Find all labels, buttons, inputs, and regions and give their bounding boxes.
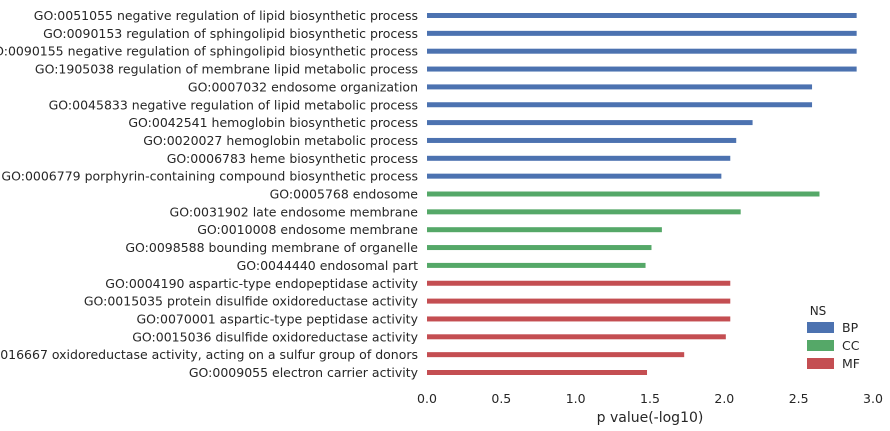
category-label: GO:0006779 porphyrin-containing compound… bbox=[1, 169, 418, 184]
bar-bp bbox=[427, 66, 857, 72]
bar-mf bbox=[427, 316, 731, 322]
category-label: GO:0009055 electron carrier activity bbox=[189, 365, 419, 380]
category-label: GO:0006783 heme biosynthetic process bbox=[167, 151, 418, 166]
category-label: GO:0044440 endosomal part bbox=[237, 258, 419, 273]
bar-cc bbox=[427, 227, 662, 233]
bar-mf bbox=[427, 280, 731, 286]
category-label: GO:0020027 hemoglobin metabolic process bbox=[143, 133, 418, 148]
legend-title: NS bbox=[810, 304, 827, 318]
category-label: GO:0098588 bounding membrane of organell… bbox=[125, 240, 418, 255]
bar-mf bbox=[427, 334, 726, 340]
category-label: GO:0090153 regulation of sphingolipid bi… bbox=[43, 26, 418, 41]
category-label: GO:0004190 aspartic-type endopeptidase a… bbox=[105, 276, 418, 291]
category-label: GO:0051055 negative regulation of lipid … bbox=[34, 8, 418, 23]
category-label: GO:0007032 endosome organization bbox=[188, 79, 418, 94]
legend-items: BP CC MF bbox=[807, 320, 860, 371]
bar-bp bbox=[427, 48, 857, 54]
bar-bp bbox=[427, 102, 813, 108]
category-labels: GO:0051055 negative regulation of lipid … bbox=[0, 8, 419, 380]
category-label: GO:0031902 late endosome membrane bbox=[170, 204, 419, 219]
category-label: GO:1905038 regulation of membrane lipid … bbox=[35, 62, 418, 77]
x-tick-label: 2.5 bbox=[789, 391, 809, 406]
category-label: GO:0042541 hemoglobin biosynthetic proce… bbox=[128, 115, 418, 130]
legend-swatch-bp bbox=[807, 322, 834, 333]
x-tick-label: 3.0 bbox=[863, 391, 883, 406]
bar-cc bbox=[427, 245, 652, 251]
bar-bp bbox=[427, 30, 857, 36]
x-tick-label: 1.0 bbox=[566, 391, 586, 406]
x-axis-ticks: 0.0 0.5 1.0 1.5 2.0 2.5 3.0 bbox=[417, 391, 883, 406]
legend-label: CC bbox=[842, 338, 860, 353]
bar-cc bbox=[427, 191, 820, 197]
bar-bp bbox=[427, 173, 722, 179]
x-tick-label: 0.5 bbox=[491, 391, 511, 406]
legend-swatch-cc bbox=[807, 340, 834, 351]
x-tick-label: 2.0 bbox=[714, 391, 734, 406]
legend: NS BP CC MF bbox=[807, 304, 860, 371]
bars-group bbox=[427, 13, 857, 375]
legend-swatch-mf bbox=[807, 358, 834, 369]
category-label: GO:0045833 negative regulation of lipid … bbox=[49, 97, 418, 112]
bar-bp bbox=[427, 13, 857, 18]
bar-bp bbox=[427, 84, 813, 90]
bar-bp bbox=[427, 137, 737, 143]
category-label: GO:0015036 disulfide oxidoreductase acti… bbox=[132, 329, 418, 344]
bar-cc bbox=[427, 209, 741, 215]
category-label: GO:0010008 endosome membrane bbox=[197, 222, 418, 237]
legend-label: MF bbox=[842, 356, 860, 371]
bar-mf bbox=[427, 370, 648, 375]
bar-cc bbox=[427, 262, 646, 268]
category-label: GO:0016667 oxidoreductase activity, acti… bbox=[0, 347, 418, 362]
x-axis-label: p value(-log10) bbox=[597, 410, 704, 426]
bar-bp bbox=[427, 155, 731, 161]
x-tick-label: 1.5 bbox=[640, 391, 660, 406]
bar-bp bbox=[427, 120, 753, 126]
category-label: GO:0015035 protein disulfide oxidoreduct… bbox=[84, 294, 419, 309]
x-tick-label: 0.0 bbox=[417, 391, 437, 406]
category-label: GO:0005768 endosome bbox=[270, 187, 419, 202]
category-label: GO:0090155 negative regulation of sphing… bbox=[0, 44, 418, 59]
category-label: GO:0070001 aspartic-type peptidase activ… bbox=[136, 311, 418, 326]
bar-mf bbox=[427, 298, 731, 304]
bar-mf bbox=[427, 352, 685, 358]
legend-label: BP bbox=[842, 320, 859, 335]
